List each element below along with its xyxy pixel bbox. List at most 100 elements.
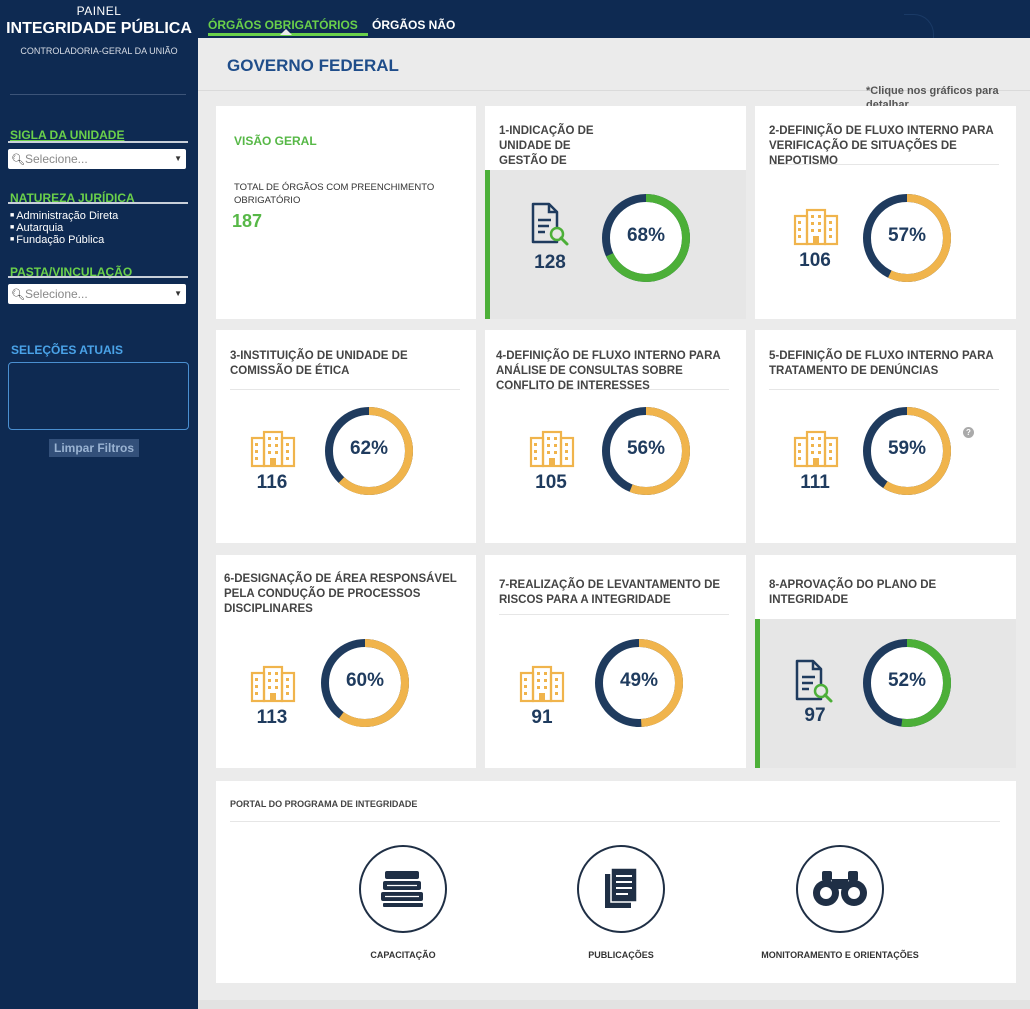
clear-filters-button[interactable]: Limpar Filtros: [49, 439, 139, 457]
building-icon: [519, 665, 565, 708]
percentage-label: 62%: [349, 438, 389, 459]
natureza-option[interactable]: Administração Direta: [10, 210, 118, 222]
overview-label: TOTAL DE ÓRGÃOS COM PREENCHIMENTO OBRIGA…: [234, 182, 435, 206]
pasta-select[interactable]: 🔍︎Selecione... ▼: [8, 284, 186, 304]
divider: [499, 389, 729, 390]
percentage-donut[interactable]: 60%: [319, 637, 411, 729]
card-count: 116: [256, 472, 288, 493]
portal-label: PUBLICAÇÕES: [588, 950, 654, 960]
percentage-label: 52%: [887, 670, 927, 691]
donut-svg: [863, 194, 951, 282]
brand-painel: PAINEL: [76, 4, 122, 18]
donut-arc: [602, 194, 690, 282]
active-tab-notch: [280, 29, 292, 35]
filter-label-pasta: PASTA/VINCULAÇÃO: [10, 265, 133, 279]
filter-label-natureza: NATUREZA JURÍDICA: [10, 191, 135, 205]
percentage-label: 59%: [887, 438, 927, 459]
search-icon: 🔍︎: [11, 289, 25, 301]
card-title: 2-DEFINIÇÃO DE FLUXO INTERNO PARA VERIFI…: [769, 125, 994, 167]
document-search-icon: [793, 659, 837, 710]
divider: [198, 90, 1030, 91]
donut-arc: [595, 639, 683, 727]
donut-arc: [863, 407, 951, 495]
indicator-card-7[interactable]: 7-REALIZAÇÃO DE LEVANTAMENTO DE RISCOS P…: [485, 555, 746, 768]
card-title: 3-INSTITUIÇÃO DE UNIDADE DE COMISSÃO DE …: [230, 350, 408, 377]
page-title: GOVERNO FEDERAL: [227, 56, 399, 75]
sidebar: PAINEL INTEGRIDADE PÚBLICA CONTROLADORIA…: [0, 0, 198, 1009]
indicator-card-6[interactable]: 6-DESIGNAÇÃO DE ÁREA RESPONSÁVEL PELA CO…: [216, 555, 476, 768]
card-title: 5-DEFINIÇÃO DE FLUXO INTERNO PARA TRATAM…: [769, 350, 994, 377]
main-content: GOVERNO FEDERAL *Clique nos gráficos par…: [198, 38, 1030, 1009]
donut-svg: [321, 639, 409, 727]
donut-arc: [321, 639, 409, 727]
portal-label: CAPACITAÇÃO: [370, 950, 436, 960]
indicator-card-2[interactable]: 2-DEFINIÇÃO DE FLUXO INTERNO PARA VERIFI…: [755, 106, 1016, 319]
card-count: 128: [534, 252, 566, 273]
card-title: 1-INDICAÇÃO DE UNIDADE DE GESTÃO DE: [499, 125, 594, 167]
brand: PAINEL INTEGRIDADE PÚBLICA CONTROLADORIA…: [0, 0, 198, 56]
percentage-label: 49%: [619, 670, 659, 691]
divider: [8, 141, 188, 143]
divider: [8, 202, 188, 204]
donut-arc: [863, 639, 951, 727]
percentage-donut[interactable]: 49%: [593, 637, 685, 729]
card-count: 106: [799, 250, 831, 271]
brand-subtitle: CONTROLADORIA-GERAL DA UNIÃO: [20, 46, 178, 56]
indicator-card-3[interactable]: 3-INSTITUIÇÃO DE UNIDADE DE COMISSÃO DE …: [216, 330, 476, 543]
percentage-donut[interactable]: 52%: [861, 637, 953, 729]
natureza-options: Administração Direta Autarquia Fundação …: [10, 210, 118, 246]
donut-svg: [602, 407, 690, 495]
sigla-select[interactable]: 🔍︎Selecione... ▼: [8, 149, 186, 169]
natureza-option[interactable]: Autarquia: [10, 222, 118, 234]
binoculars-icon[interactable]: [796, 845, 884, 933]
percentage-label: 56%: [626, 438, 666, 459]
donut-svg: [863, 407, 951, 495]
documents-icon[interactable]: [577, 845, 665, 933]
portal-item-capacitacao[interactable]: CAPACITAÇÃO: [313, 845, 493, 960]
card-title: 6-DESIGNAÇÃO DE ÁREA RESPONSÁVEL PELA CO…: [224, 573, 457, 615]
search-icon: 🔍︎: [11, 154, 25, 166]
percentage-donut[interactable]: 57%: [861, 192, 953, 284]
tab-orgaos-nao[interactable]: ÓRGÃOS NÃO: [372, 18, 456, 32]
indicator-card-1[interactable]: 1-INDICAÇÃO DE UNIDADE DE GESTÃO DE 128 …: [485, 106, 746, 319]
divider: [230, 821, 1000, 822]
overview-value: 187: [232, 211, 263, 231]
indicator-card-5[interactable]: 5-DEFINIÇÃO DE FLUXO INTERNO PARA TRATAM…: [755, 330, 1016, 543]
divider: [769, 164, 999, 165]
percentage-donut[interactable]: 68%: [600, 192, 692, 284]
help-icon[interactable]: ?: [963, 427, 974, 438]
card-title: 7-REALIZAÇÃO DE LEVANTAMENTO DE RISCOS P…: [499, 579, 721, 606]
tab-orgaos-obrigatorios[interactable]: ÓRGÃOS OBRIGATÓRIOS: [208, 18, 358, 32]
percentage-donut[interactable]: 56%: [600, 405, 692, 497]
building-icon: [250, 430, 296, 473]
building-icon: [529, 430, 575, 473]
divider: [769, 389, 999, 390]
percentage-donut[interactable]: 59%: [861, 405, 953, 497]
sigla-placeholder: Selecione...: [24, 152, 88, 166]
percentage-label: 68%: [626, 225, 666, 246]
percentage-label: 57%: [887, 225, 927, 246]
card-count: 105: [535, 472, 567, 493]
indicator-card-8[interactable]: 8-APROVAÇÃO DO PLANO DE INTEGRIDADE 97 5…: [755, 555, 1016, 768]
selecoes-box: [8, 362, 189, 430]
donut-arc: [325, 407, 413, 495]
overview-card: VISÃO GERAL TOTAL DE ÓRGÃOS COM PREENCHI…: [216, 106, 476, 319]
percentage-label: 60%: [345, 670, 385, 691]
document-search-icon: [529, 202, 573, 253]
natureza-option[interactable]: Fundação Pública: [10, 234, 118, 246]
footer-strip: [198, 1000, 1030, 1009]
divider: [230, 389, 460, 390]
top-bar: ÓRGÃOS OBRIGATÓRIOS ÓRGÃOS NÃO: [198, 0, 1030, 38]
portal-label: MONITORAMENTO E ORIENTAÇÕES: [761, 950, 919, 960]
portal-item-publicacoes[interactable]: PUBLICAÇÕES: [531, 845, 711, 960]
percentage-donut[interactable]: 62%: [323, 405, 415, 497]
books-icon[interactable]: [359, 845, 447, 933]
building-icon: [793, 430, 839, 473]
chevron-down-icon: ▼: [174, 289, 182, 298]
indicator-card-4[interactable]: 4-DEFINIÇÃO DE FLUXO INTERNO PARA ANÁLIS…: [485, 330, 746, 543]
card-count: 111: [800, 472, 830, 493]
filter-label-sigla: SIGLA DA UNIDADE: [10, 128, 125, 142]
portal-item-monitoramento[interactable]: MONITORAMENTO E ORIENTAÇÕES: [750, 845, 930, 960]
overview-title: VISÃO GERAL: [234, 134, 317, 148]
donut-arc: [863, 194, 951, 282]
